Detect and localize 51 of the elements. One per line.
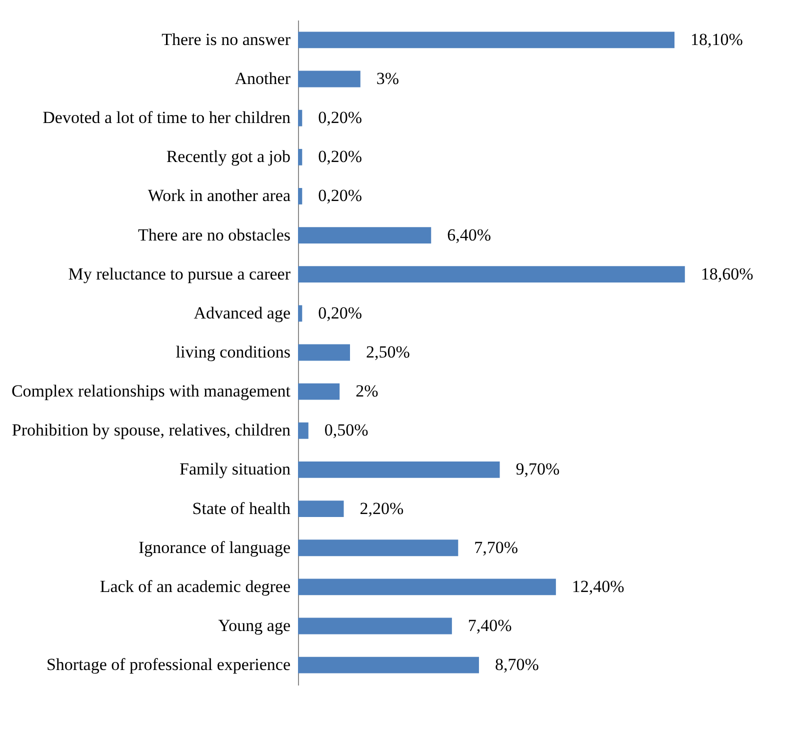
bar — [298, 148, 302, 166]
bar — [298, 110, 302, 126]
y-tick-label: Devoted a lot of time to her children — [42, 108, 291, 128]
bar — [298, 578, 556, 596]
y-tick-label: There is no answer — [162, 30, 291, 49]
data-label: 0,50% — [324, 420, 368, 440]
y-tick-label: Prohibition by spouse, relatives, children — [12, 420, 291, 440]
data-label: 0,20% — [318, 186, 362, 206]
data-label: 7,70% — [474, 538, 518, 557]
data-label: 9,70% — [516, 460, 560, 479]
data-label: 2,20% — [360, 498, 404, 518]
bar — [298, 305, 302, 322]
data-label: 3% — [376, 69, 400, 88]
y-tick-label: Another — [234, 69, 291, 88]
y-tick-label: There are no obstacles — [138, 225, 290, 244]
y-tick-label: Complex relationships with management — [11, 382, 291, 401]
y-tick-label: Ignorance of language — [138, 538, 290, 557]
bar — [298, 227, 432, 244]
y-tick-label: Lack of an academic degree — [100, 576, 290, 596]
bar — [298, 32, 674, 48]
data-label: 6,40% — [447, 225, 492, 244]
data-label: 2,50% — [366, 342, 410, 362]
bar — [298, 70, 360, 88]
y-tick-label: My reluctance to pursue a career — [68, 264, 291, 284]
y-tick-label: Shortage of professional experience — [46, 655, 290, 674]
bar — [298, 188, 302, 204]
data-label: 0,20% — [318, 108, 362, 128]
bar — [298, 500, 344, 517]
y-tick-label: Work in another area — [148, 186, 291, 206]
y-tick-label: Family situation — [180, 460, 291, 479]
bar — [298, 462, 500, 478]
bar — [298, 422, 308, 439]
data-label: 18,10% — [690, 30, 743, 49]
y-tick-label: Young age — [218, 616, 290, 635]
data-label: 0,20% — [318, 147, 362, 166]
y-tick-label: Recently got a job — [166, 147, 290, 166]
y-tick-label: State of health — [192, 498, 291, 518]
bar — [298, 540, 458, 556]
data-label: 12,40% — [572, 576, 624, 596]
bar — [298, 266, 685, 283]
y-tick-label: living conditions — [176, 342, 290, 362]
bar — [298, 344, 350, 361]
data-label: 18,60% — [700, 264, 754, 284]
data-label: 0,20% — [318, 303, 362, 322]
data-label: 2% — [356, 382, 378, 401]
data-label: 8,70% — [494, 655, 539, 674]
data-label: 7,40% — [468, 616, 512, 635]
bar — [298, 383, 340, 400]
bar — [298, 618, 452, 634]
y-tick-label: Advanced age — [194, 303, 290, 322]
bar — [298, 656, 479, 674]
